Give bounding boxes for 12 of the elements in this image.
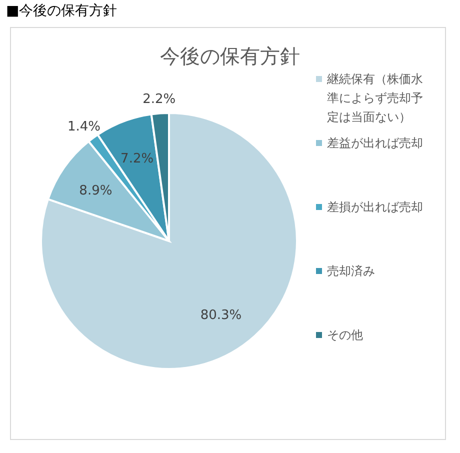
legend-label: 売却済み <box>327 263 375 280</box>
data-label: 7.2% <box>120 151 154 166</box>
data-label: 1.4% <box>67 120 101 135</box>
legend-label: 差損が出れば売却 <box>327 199 423 216</box>
legend-label: 差益が出れば売却 <box>327 135 423 152</box>
data-label: 8.9% <box>79 183 112 198</box>
chart-title: 今後の保有方針 <box>160 44 300 68</box>
data-label: 80.3% <box>200 308 242 323</box>
data-label: 2.2% <box>142 92 176 107</box>
legend-label: 継続保有（株価水準によらず売却予定は当面ない） <box>327 71 424 126</box>
text: ■今後の保有方針 <box>6 2 118 20</box>
legend-label: その他 <box>327 327 363 344</box>
